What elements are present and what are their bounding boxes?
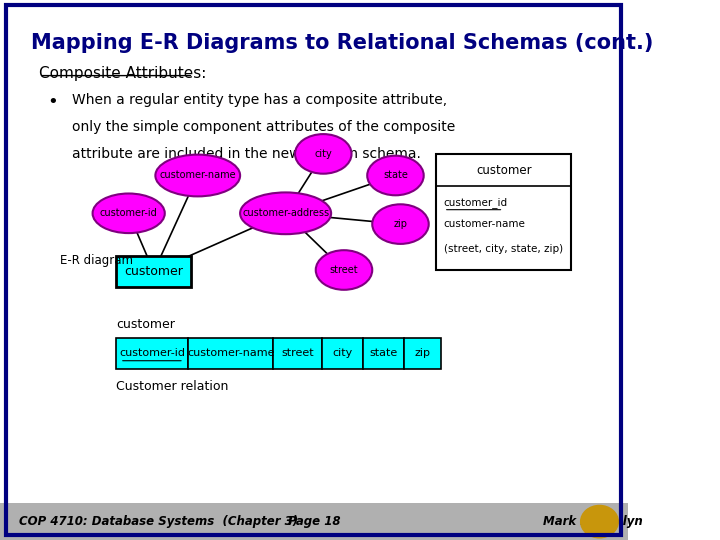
FancyBboxPatch shape <box>273 338 322 369</box>
Text: customer-id: customer-id <box>120 348 185 358</box>
FancyBboxPatch shape <box>322 338 363 369</box>
Text: customer: customer <box>116 318 175 331</box>
FancyBboxPatch shape <box>0 503 628 540</box>
Text: street: street <box>330 265 359 275</box>
Text: customer-name: customer-name <box>159 171 236 180</box>
FancyBboxPatch shape <box>436 154 571 270</box>
Text: When a regular entity type has a composite attribute,: When a regular entity type has a composi… <box>72 93 447 107</box>
FancyBboxPatch shape <box>116 256 192 287</box>
Ellipse shape <box>156 154 240 197</box>
Text: customer-id: customer-id <box>100 208 158 218</box>
FancyBboxPatch shape <box>363 338 404 369</box>
Text: state: state <box>369 348 397 358</box>
Text: E-R diagram: E-R diagram <box>60 254 132 267</box>
FancyBboxPatch shape <box>189 338 273 369</box>
Text: zip: zip <box>394 219 408 229</box>
Text: Page 18: Page 18 <box>287 515 340 528</box>
Text: attribute are included in the new relation schema.: attribute are included in the new relati… <box>72 147 421 161</box>
Ellipse shape <box>240 192 331 234</box>
Text: only the simple component attributes of the composite: only the simple component attributes of … <box>72 120 456 134</box>
Text: customer: customer <box>476 164 531 177</box>
Text: customer-address: customer-address <box>242 208 329 218</box>
Ellipse shape <box>93 193 165 233</box>
Text: •: • <box>47 93 58 111</box>
Text: Mark Llewellyn: Mark Llewellyn <box>543 515 643 528</box>
Ellipse shape <box>295 134 351 174</box>
Text: state: state <box>383 171 408 180</box>
Text: city: city <box>333 348 353 358</box>
FancyBboxPatch shape <box>116 338 189 369</box>
Text: customer_id: customer_id <box>444 197 508 208</box>
Text: city: city <box>315 149 332 159</box>
Text: Mapping E-R Diagrams to Relational Schemas (cont.): Mapping E-R Diagrams to Relational Schem… <box>32 33 654 53</box>
FancyBboxPatch shape <box>404 338 441 369</box>
Circle shape <box>580 505 618 538</box>
Text: zip: zip <box>415 348 431 358</box>
Text: street: street <box>282 348 314 358</box>
Text: COP 4710: Database Systems  (Chapter 3): COP 4710: Database Systems (Chapter 3) <box>19 515 298 528</box>
Ellipse shape <box>372 204 428 244</box>
Ellipse shape <box>367 156 423 195</box>
Text: Customer relation: Customer relation <box>116 380 228 393</box>
Text: customer-name: customer-name <box>187 348 274 358</box>
Text: Composite Attributes:: Composite Attributes: <box>39 66 207 81</box>
Text: customer: customer <box>125 265 183 278</box>
Ellipse shape <box>316 250 372 290</box>
Text: customer-name: customer-name <box>444 219 526 228</box>
Text: (street, city, state, zip): (street, city, state, zip) <box>444 244 563 254</box>
